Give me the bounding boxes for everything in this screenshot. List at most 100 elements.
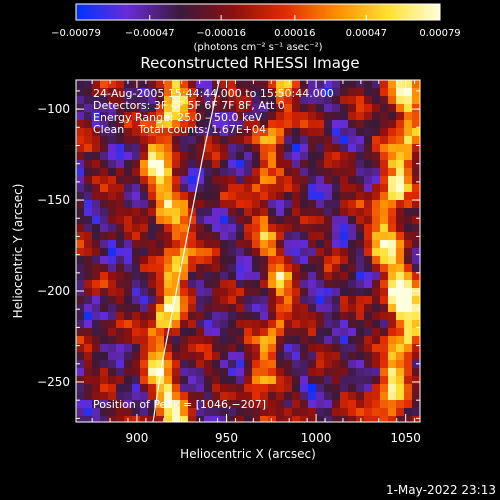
heatmap-cell xyxy=(292,176,301,185)
heatmap-cell xyxy=(412,224,420,233)
axis-ticks: 900 950 1000 1050−100−150−200−250 xyxy=(37,80,421,445)
heatmap-cell xyxy=(140,312,149,321)
heatmap-cell xyxy=(164,216,173,225)
heatmap-cell xyxy=(76,376,85,385)
heatmap-cell xyxy=(260,360,269,369)
heatmap-cell xyxy=(92,112,101,121)
heatmap-cell xyxy=(228,240,237,249)
heatmap-cell xyxy=(236,264,245,273)
heatmap-cell xyxy=(332,208,341,217)
heatmap-cell xyxy=(292,256,301,265)
heatmap-cell xyxy=(252,104,261,113)
heatmap-cell xyxy=(84,112,93,121)
heatmap-cell xyxy=(132,368,141,377)
heatmap-cell xyxy=(148,128,157,137)
heatmap-cell xyxy=(340,312,349,321)
heatmap-cell xyxy=(164,192,173,201)
heatmap-cell xyxy=(364,360,373,369)
heatmap-cell xyxy=(212,200,221,209)
heatmap-cell xyxy=(172,400,181,409)
heatmap-cell xyxy=(84,184,93,193)
heatmap-cell xyxy=(100,408,109,417)
heatmap-cell xyxy=(228,344,237,353)
heatmap-cell xyxy=(116,240,125,249)
heatmap-cell xyxy=(308,200,317,209)
heatmap-cell xyxy=(412,192,420,201)
heatmap-cell xyxy=(316,312,325,321)
heatmap-cell xyxy=(100,312,109,321)
heatmap-cell xyxy=(332,320,341,329)
heatmap-cell xyxy=(172,376,181,385)
heatmap-cell xyxy=(156,304,165,313)
heatmap-cell xyxy=(172,216,181,225)
heatmap-cell xyxy=(252,168,261,177)
heatmap-cell xyxy=(364,176,373,185)
heatmap-cell xyxy=(236,136,245,145)
heatmap-cell xyxy=(308,264,317,273)
heatmap-cell xyxy=(100,160,109,169)
heatmap-cell xyxy=(108,408,117,417)
heatmap-cell xyxy=(404,112,413,121)
heatmap-cell xyxy=(292,224,301,233)
heatmap-cell xyxy=(364,272,373,281)
heatmap-cell xyxy=(156,248,165,257)
heatmap-cell xyxy=(164,160,173,169)
heatmap-cell xyxy=(196,88,205,97)
heatmap-cell xyxy=(220,400,229,409)
heatmap-cell xyxy=(92,168,101,177)
heatmap-cell xyxy=(308,232,317,241)
heatmap-cell xyxy=(356,120,365,129)
heatmap-cell xyxy=(140,176,149,185)
heatmap-cell xyxy=(132,352,141,361)
heatmap-cell xyxy=(76,104,85,113)
heatmap-cell xyxy=(84,368,93,377)
heatmap-cell xyxy=(308,328,317,337)
heatmap-cell xyxy=(76,240,85,249)
heatmap-cell xyxy=(180,112,189,121)
heatmap-cell xyxy=(116,88,125,97)
heatmap-cell xyxy=(364,112,373,121)
heatmap-cell xyxy=(76,368,85,377)
heatmap-cell xyxy=(364,288,373,297)
heatmap-cell xyxy=(116,136,125,145)
heatmap-cell xyxy=(260,256,269,265)
heatmap-cell xyxy=(108,352,117,361)
heatmap-cell xyxy=(324,200,333,209)
heatmap-cell xyxy=(140,344,149,353)
heatmap-cell xyxy=(268,384,277,393)
heatmap-cell xyxy=(140,96,149,105)
heatmap-cell xyxy=(180,176,189,185)
heatmap-cell xyxy=(372,208,381,217)
heatmap-cell xyxy=(172,248,181,257)
heatmap-cell xyxy=(124,144,133,153)
heatmap-cell xyxy=(372,280,381,289)
heatmap-cell xyxy=(300,136,309,145)
heatmap-cell xyxy=(228,144,237,153)
heatmap-cell xyxy=(380,312,389,321)
heatmap-cell xyxy=(140,216,149,225)
heatmap-cell xyxy=(412,280,420,289)
heatmap-cell xyxy=(164,400,173,409)
heatmap-cell xyxy=(204,312,213,321)
heatmap-cell xyxy=(156,200,165,209)
heatmap-cell xyxy=(188,264,197,273)
heatmap-cell xyxy=(76,288,85,297)
heatmap-cell xyxy=(348,304,357,313)
heatmap-cell xyxy=(332,288,341,297)
heatmap-cell xyxy=(172,272,181,281)
heatmap-cell xyxy=(276,328,285,337)
heatmap-cell xyxy=(412,272,420,281)
heatmap-cell xyxy=(148,80,157,89)
heatmap-cell xyxy=(332,160,341,169)
heatmap-cell xyxy=(188,112,197,121)
heatmap-cell xyxy=(148,408,157,417)
heatmap-cell xyxy=(396,320,405,329)
heatmap-cell xyxy=(276,232,285,241)
heatmap-cell xyxy=(188,248,197,257)
heatmap-cell xyxy=(220,136,229,145)
heatmap-cell xyxy=(396,112,405,121)
heatmap-cell xyxy=(76,208,85,217)
heatmap-cell xyxy=(92,280,101,289)
heatmap-cell xyxy=(116,296,125,305)
heatmap-cell xyxy=(116,128,125,137)
